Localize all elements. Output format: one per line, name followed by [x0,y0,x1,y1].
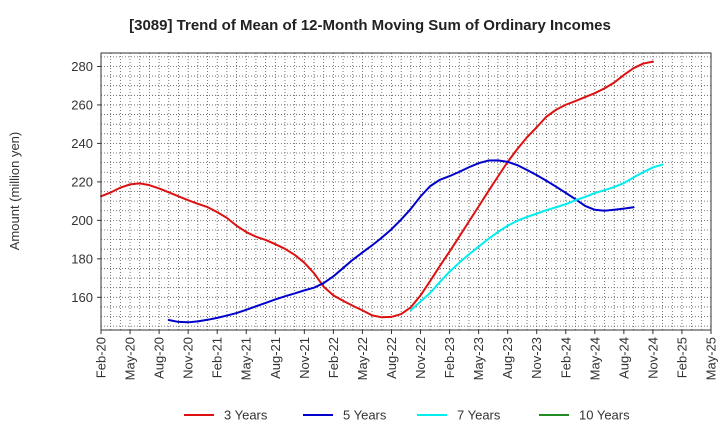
y-tick-label: 280 [71,59,93,74]
x-tick-label: Nov-20 [181,337,196,379]
series-line-7-years [409,163,664,312]
grid [100,53,712,330]
legend-label: 5 Years [343,408,387,423]
x-tick-label: Feb-22 [326,337,341,378]
x-tick-label: May-21 [239,337,254,380]
x-tick-label: Nov-24 [645,337,660,379]
legend-label: 3 Years [224,408,268,423]
x-tick-label: May-25 [704,337,719,380]
x-axis-ticks: Feb-20 May-20 Aug-20 Nov-20 Feb-21 May-21 Aug-… [94,330,719,380]
x-tick-label: May-20 [123,337,138,380]
x-tick-label: Aug-20 [152,337,167,379]
x-tick-label: Feb-20 [94,337,109,378]
x-tick-label: Nov-22 [413,337,428,379]
x-tick-label: Aug-24 [616,337,631,379]
series-line-3-years [100,60,654,319]
y-tick-label: 180 [71,251,93,266]
x-tick-label: Aug-23 [500,337,515,379]
x-tick-label: Feb-24 [558,337,573,378]
y-tick-label: 200 [71,213,93,228]
x-tick-label: Feb-21 [210,337,225,378]
x-tick-label: May-22 [355,337,370,380]
legend-label: 10 Years [579,408,630,423]
y-tick-label: 160 [71,290,93,305]
chart-title: [3089] Trend of Mean of 12-Month Moving … [129,17,611,34]
legend: 3 Years 5 Years 7 Years 10 Years [184,408,630,423]
y-tick-label: 240 [71,136,93,151]
y-tick-label: 220 [71,174,93,189]
x-tick-label: Feb-23 [442,337,457,378]
series-lines [100,60,664,324]
x-tick-label: Nov-21 [297,337,312,379]
y-axis-ticks: 160 180 200 220 240 260 280 [71,59,101,305]
x-tick-label: Feb-25 [674,337,689,378]
y-axis-label: Amount (million yen) [7,132,22,251]
legend-label: 7 Years [457,408,501,423]
x-tick-label: May-24 [587,337,602,380]
x-tick-label: May-23 [471,337,486,380]
x-tick-label: Aug-21 [268,337,283,379]
x-tick-label: Aug-22 [384,337,399,379]
series-line-5-years [167,159,635,324]
y-tick-label: 260 [71,97,93,112]
x-tick-label: Nov-23 [529,337,544,379]
plot-frame [100,52,712,331]
